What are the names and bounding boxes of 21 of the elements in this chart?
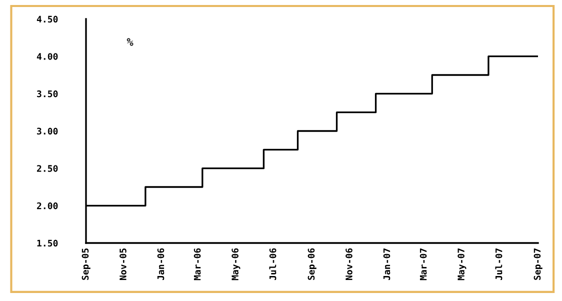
y-tick-label: 2.50 xyxy=(36,165,58,172)
x-tick-label: Jul-07 xyxy=(495,248,502,280)
x-tick-label: Nov-05 xyxy=(120,248,126,280)
x-tick-label: Mar-06 xyxy=(194,248,201,280)
x-tick-label: Jan-06 xyxy=(157,248,164,280)
y-tick-label: 4.50 xyxy=(36,16,58,23)
x-tick-label: Sep-05 xyxy=(82,248,90,280)
x-tick-label: Sep-06 xyxy=(308,248,316,280)
x-tick-label: Sep-07 xyxy=(534,248,542,280)
x-tick-label: May-07 xyxy=(458,248,466,280)
y-tick-label: 3.00 xyxy=(37,128,58,135)
x-tick-label: Jul-06 xyxy=(269,248,276,280)
y-tick-label: 2.00 xyxy=(36,202,58,210)
y-tick-label: 3.50 xyxy=(37,90,58,98)
y-tick-label: 4.00 xyxy=(36,53,58,60)
x-tick-label: Mar-07 xyxy=(420,248,427,280)
x-tick-label: Nov-06 xyxy=(346,248,352,280)
y-tick-label: 1.50 xyxy=(37,240,58,247)
x-tick-label: May-06 xyxy=(232,248,240,280)
x-tick-label: Jan-07 xyxy=(383,248,390,280)
y-axis-title: % xyxy=(126,38,134,46)
